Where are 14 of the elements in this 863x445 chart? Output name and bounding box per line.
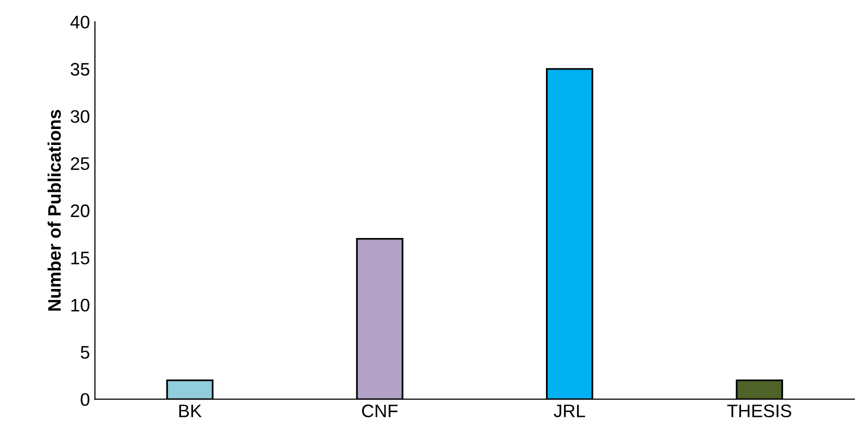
x-tick-label: CNF — [362, 404, 398, 418]
y-axis-title: Number of Publications — [48, 110, 61, 311]
y-tick-label: 40 — [70, 16, 90, 29]
y-tick-label: 35 — [70, 62, 90, 76]
y-tick-label: 20 — [70, 204, 90, 218]
x-tick-label: JRL — [554, 404, 586, 418]
x-tick-label: THESIS — [727, 404, 792, 418]
x-tick-label: BK — [179, 404, 202, 418]
y-tick-label: 15 — [71, 252, 90, 264]
y-tick-label: 0 — [80, 393, 90, 406]
y-tick-label: 5 — [80, 346, 90, 359]
y-tick-label: 25 — [70, 157, 90, 170]
y-tick-label: 30 — [70, 110, 90, 123]
y-tick-label: 10 — [71, 298, 90, 312]
